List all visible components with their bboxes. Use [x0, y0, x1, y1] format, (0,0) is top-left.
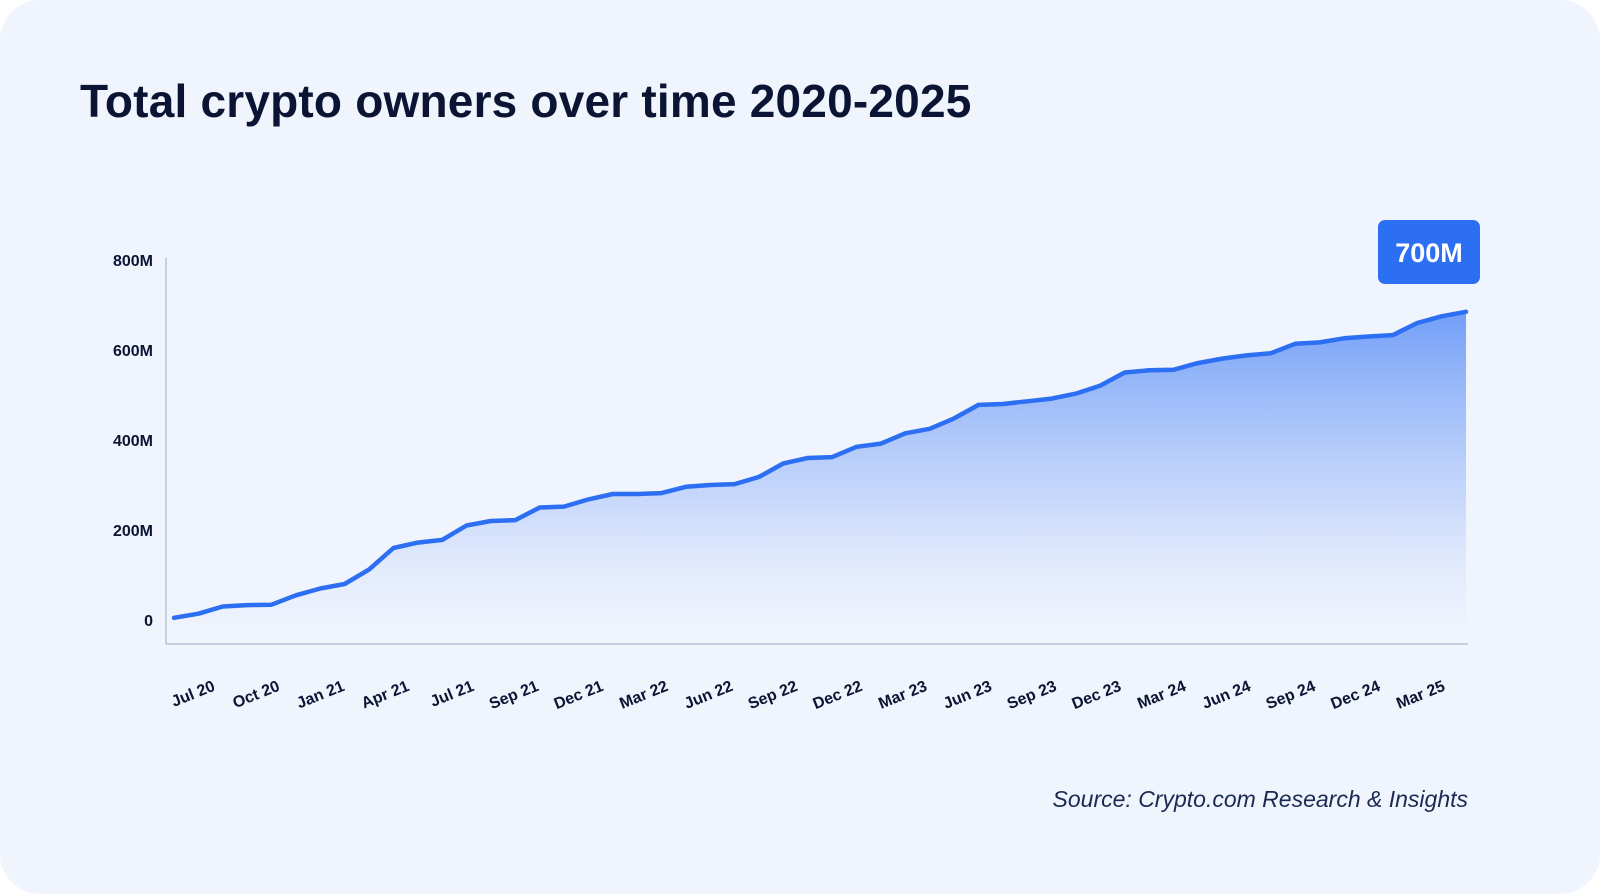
x-tick-label: Jun 24	[1200, 678, 1253, 713]
y-tick-label: 200M	[113, 523, 153, 540]
y-tick-label: 600M	[113, 343, 153, 360]
x-tick-label: Oct 20	[231, 678, 283, 712]
x-tick-label: Mar 25	[1394, 678, 1447, 713]
x-tick-label: Jul 20	[169, 678, 218, 711]
value-badge: 700M	[1378, 220, 1480, 284]
x-tick-label: Jun 23	[941, 678, 994, 713]
chart-title: Total crypto owners over time 2020-2025	[80, 75, 972, 127]
value-badge-label: 700M	[1395, 238, 1463, 268]
x-tick-label: Jul 21	[428, 678, 477, 711]
x-tick-label: Sep 21	[487, 678, 541, 713]
x-tick-label: Sep 24	[1264, 678, 1318, 713]
x-tick-label: Sep 22	[746, 678, 800, 713]
x-tick-label: Apr 21	[359, 678, 412, 712]
area-fill	[174, 311, 1466, 644]
x-tick-label: Mar 22	[617, 678, 670, 713]
x-tick-label: Dec 22	[811, 678, 865, 713]
x-tick-label: Jan 21	[294, 678, 347, 712]
x-tick-label: Mar 24	[1135, 678, 1188, 713]
x-tick-label: Jun 22	[682, 678, 735, 713]
series-line	[171, 309, 1469, 621]
x-tick-label: Sep 23	[1005, 678, 1059, 713]
y-tick-label: 0	[144, 613, 153, 630]
x-tick-label: Dec 21	[552, 678, 606, 713]
value-badge-background	[1378, 220, 1480, 284]
source-note: Source: Crypto.com Research & Insights	[1052, 786, 1468, 812]
x-tick-label: Mar 23	[876, 678, 929, 713]
y-tick-label: 800M	[113, 253, 153, 270]
y-tick-label: 400M	[113, 433, 153, 450]
x-tick-label: Dec 23	[1070, 678, 1124, 713]
x-tick-label: Dec 24	[1329, 678, 1383, 713]
